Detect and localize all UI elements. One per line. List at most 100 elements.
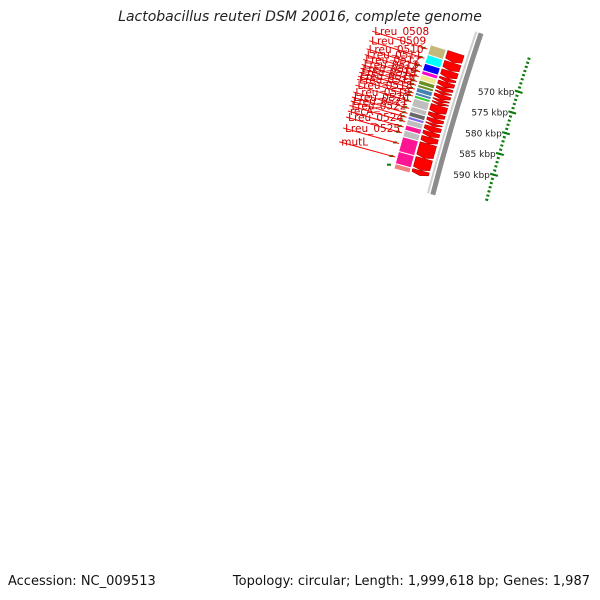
cog-block: [413, 94, 431, 103]
scale-ticks: [485, 57, 531, 202]
gene-label-line: [360, 67, 417, 86]
cds-track: [411, 50, 465, 177]
cog-block: [411, 97, 430, 112]
gene-label: Lreu_0518: [357, 80, 412, 92]
gene-label-line: [369, 40, 425, 59]
cog-track: [386, 44, 447, 174]
cds-arrow: [416, 141, 437, 159]
backbone-outer-line: [430, 32, 484, 196]
gene-label-line: [363, 58, 419, 78]
scale-tick-minor: [512, 102, 517, 106]
scale-tick-minor: [494, 164, 498, 168]
cog-block: [421, 70, 439, 80]
scale-tick-major: [489, 172, 499, 177]
scale-label: 575 kbp: [471, 109, 508, 119]
cog-block: [395, 151, 415, 168]
gene-label: Lreu_0525: [345, 123, 400, 135]
cds-arrow: [432, 97, 450, 104]
map-title: Lactobacillus reuteri DSM 20016, complet…: [118, 9, 482, 25]
scale-tick-minor: [501, 139, 505, 143]
gene-label: Lreu_0517: [359, 74, 414, 86]
gene-label: Lreu_0519: [355, 87, 410, 99]
cds-arrow: [420, 134, 439, 145]
cog-block: [417, 84, 434, 93]
scale-label: 590 kbp: [453, 171, 490, 181]
scale-tick-minor: [490, 177, 495, 181]
gene-label: Lreu_0510: [369, 44, 424, 56]
scale-tick-minor: [496, 156, 500, 160]
cog-block: [409, 106, 428, 117]
scale-tick-minor: [489, 181, 493, 185]
scale-tick-major: [501, 131, 511, 136]
backbone-inner-line: [426, 31, 478, 194]
gene-label: Lreu_0520: [354, 92, 409, 104]
cds-arrow: [438, 75, 457, 84]
gene-label-line: [372, 30, 428, 50]
gene-label: Lreu_0508: [374, 26, 429, 38]
cog-block: [414, 91, 432, 100]
cds-arrow: [435, 85, 454, 93]
cog-block: [419, 74, 438, 85]
scale-tick-minor: [495, 160, 499, 164]
cds-arrow: [411, 168, 430, 177]
scale-tick-minor: [520, 77, 524, 81]
cog-marker: [386, 163, 391, 166]
accession-text: Accession: NC_009513: [8, 574, 156, 589]
cog-block: [422, 63, 441, 76]
gene-label: recA: [350, 106, 374, 118]
gene-label: Lreu_0521: [353, 96, 408, 108]
gene-label-line: [349, 104, 406, 123]
scale-tick-minor: [507, 119, 511, 122]
gene-label: Lreu_0514: [363, 63, 418, 75]
gene-label-line: [359, 71, 415, 90]
cds-arrow: [437, 79, 456, 89]
scale-tick-minor: [492, 169, 497, 172]
gene-label: Lreu_0513: [364, 59, 419, 71]
scale-tick-minor: [515, 94, 519, 98]
cds-arrow: [434, 89, 453, 96]
scale-tick-minor: [488, 185, 492, 189]
gene-label-line: [347, 110, 404, 128]
scale-tick-minor: [519, 81, 523, 85]
scale-tick-minor: [500, 144, 504, 147]
gene-label-line: [366, 48, 423, 67]
cog-block: [418, 79, 436, 90]
scale-tick-major: [508, 110, 517, 115]
gene-label-line: [346, 116, 403, 134]
cog-block: [427, 44, 447, 60]
cog-block: [408, 111, 426, 121]
cog-block: [402, 130, 421, 142]
gene-label: Lreu_0515: [361, 67, 416, 79]
cds-arrow: [426, 116, 445, 125]
scale-tick-minor: [513, 98, 518, 102]
cds-arrow: [442, 59, 462, 72]
scale-tick-minor: [517, 86, 522, 89]
cds-arrow: [427, 111, 446, 120]
cds-arrow: [413, 156, 433, 171]
cog-block: [398, 136, 419, 156]
cds-arrow: [445, 50, 465, 64]
cds-arrow: [440, 68, 459, 80]
gene-label-line: [350, 100, 407, 118]
scale-tick-minor: [508, 115, 513, 118]
scale-tick-major: [514, 89, 523, 94]
gene-label: Lreu_0516: [360, 71, 415, 83]
cds-arrow: [423, 124, 442, 133]
cds-arrow: [422, 129, 441, 138]
gene-label-line: [361, 64, 418, 83]
cds-arrow: [429, 103, 448, 115]
scale-tick-minor: [487, 190, 491, 193]
scale-tick-major: [495, 151, 505, 157]
gene-label-line: [351, 96, 408, 114]
scale-tick-minor: [505, 127, 509, 131]
cog-block: [407, 116, 425, 124]
cds-arrow: [431, 100, 449, 107]
gene-label: Lreu_0522: [351, 100, 406, 112]
scale-label: 570 kbp: [478, 88, 515, 98]
cog-block: [415, 87, 434, 97]
gene-label-line: [339, 141, 396, 158]
gene-label-line: [342, 127, 400, 145]
scale-tick-minor: [525, 61, 530, 65]
scale-tick-minor: [521, 73, 526, 77]
